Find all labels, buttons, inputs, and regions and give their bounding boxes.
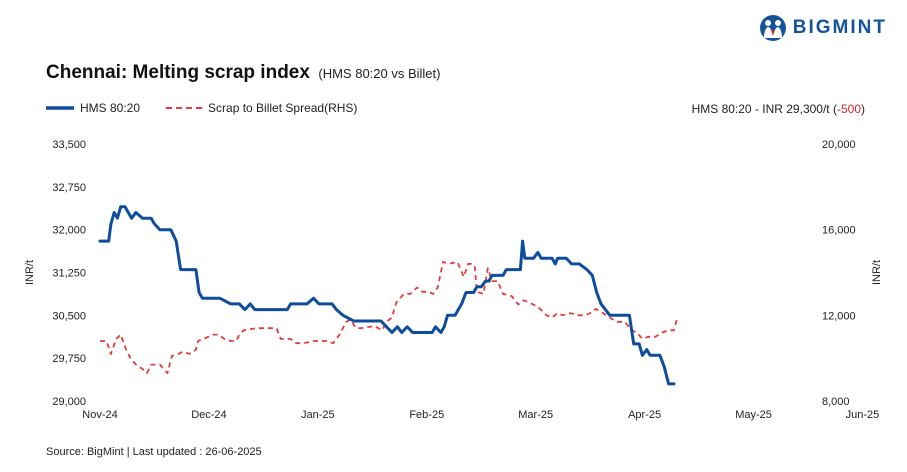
- x-tick-label: May-25: [735, 409, 772, 421]
- y-axis-title: INR/t: [24, 260, 36, 285]
- y-tick-label: 31,250: [52, 268, 86, 280]
- legend-label-hms: HMS 80:20: [80, 101, 141, 115]
- y2-tick-label: 16,000: [822, 225, 856, 237]
- y-tick-label: 29,750: [52, 353, 86, 365]
- x-tick-label: Feb-25: [409, 409, 444, 421]
- y-tick-label: 30,500: [52, 310, 86, 322]
- series-line-spread: [100, 260, 679, 375]
- y-tick-label: 33,500: [52, 139, 86, 151]
- y2-tick-label: 8,000: [822, 396, 850, 408]
- legend-item-hms: HMS 80:20: [46, 101, 140, 115]
- y-tick-label: 32,750: [52, 182, 86, 194]
- legend-item-spread: Scrap to Billet Spread(RHS): [166, 101, 357, 115]
- price-status-text: HMS 80:20 - INR 29,300/t (: [691, 102, 837, 116]
- chart-subtitle: (HMS 80:20 vs Billet): [318, 66, 441, 81]
- chart-legend: HMS 80:20 Scrap to Billet Spread(RHS): [46, 101, 383, 115]
- bigmint-people-icon: [759, 15, 786, 41]
- legend-line-solid-icon: [46, 106, 74, 110]
- x-tick-label: Mar-25: [518, 409, 553, 421]
- x-tick-label: Jan-25: [301, 409, 335, 421]
- source-footer: Source: BigMint | Last updated : 26-06-2…: [46, 446, 262, 458]
- x-tick-label: Apr-25: [628, 409, 661, 421]
- x-tick-label: Dec-24: [191, 409, 226, 421]
- x-tick-label: Nov-24: [82, 409, 117, 421]
- price-status: HMS 80:20 - INR 29,300/t (-500): [692, 102, 865, 116]
- chart-title: Chennai: Melting scrap index: [46, 62, 310, 83]
- y-tick-label: 29,000: [52, 396, 86, 408]
- legend-line-dashed-icon: [166, 107, 203, 109]
- brand-logo: BIGMINT: [759, 14, 887, 42]
- y2-tick-label: 12,000: [822, 310, 856, 322]
- x-tick-label: Jun-25: [846, 409, 880, 421]
- series-line-hms: [98, 205, 676, 386]
- chart-title-row: Chennai: Melting scrap index (HMS 80:20 …: [46, 62, 440, 84]
- y-tick-label: 32,000: [52, 225, 86, 237]
- brand-name: BIGMINT: [792, 17, 887, 38]
- price-change-value: -500: [836, 102, 861, 116]
- y2-tick-label: 20,000: [822, 139, 856, 151]
- price-status-suffix: ): [861, 102, 865, 116]
- legend-label-spread: Scrap to Billet Spread(RHS): [208, 101, 358, 115]
- y2-axis-title: INR/t: [871, 260, 883, 285]
